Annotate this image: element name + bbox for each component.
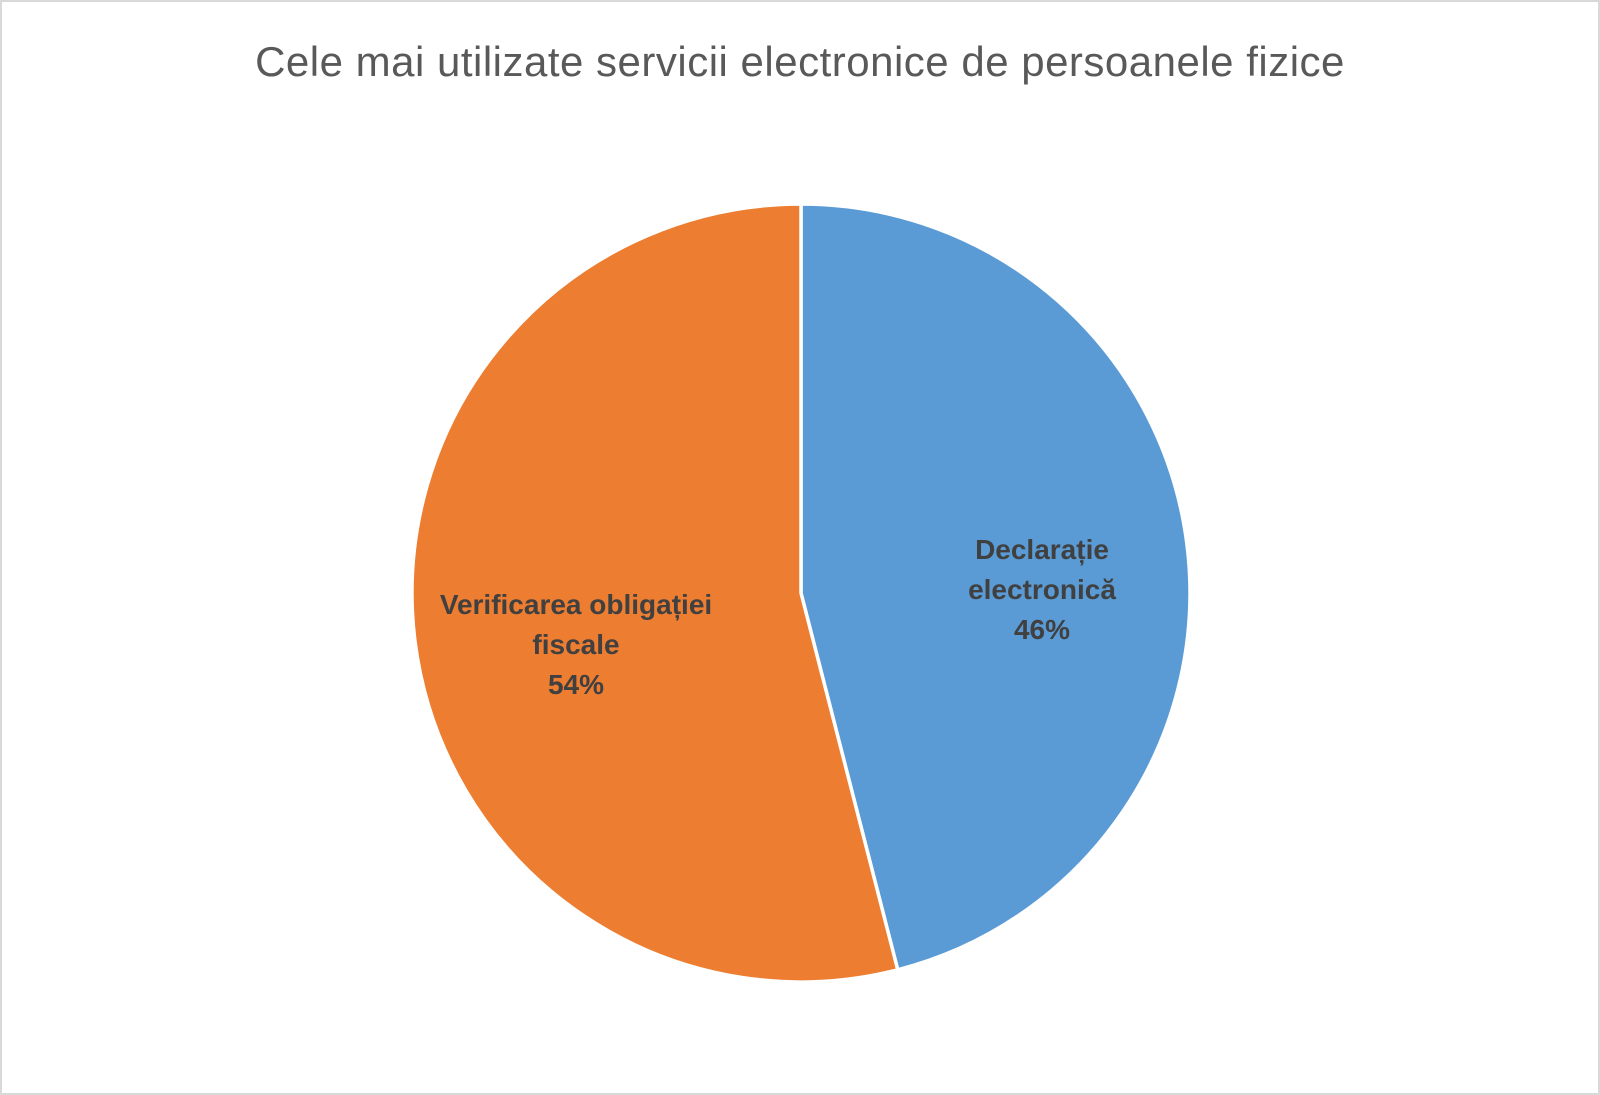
pie-label-text: Declarație electronică <box>968 534 1116 605</box>
pie-label-percent: 46% <box>1013 614 1071 645</box>
pie-label-text: Verificarea obligației fiscale <box>439 589 713 660</box>
pie-slice-right <box>799 202 1192 972</box>
chart-title: Cele mai utilizate servicii electronice … <box>255 38 1345 85</box>
pie-label-verificarea-obligatiei-fiscale: Verificarea obligației fiscale 54% <box>414 585 738 705</box>
pie-label-declaratie-electronica: Declarație electronică 46% <box>927 530 1157 650</box>
pie-slice-left <box>410 202 900 984</box>
pie-label-percent: 54% <box>547 669 605 700</box>
